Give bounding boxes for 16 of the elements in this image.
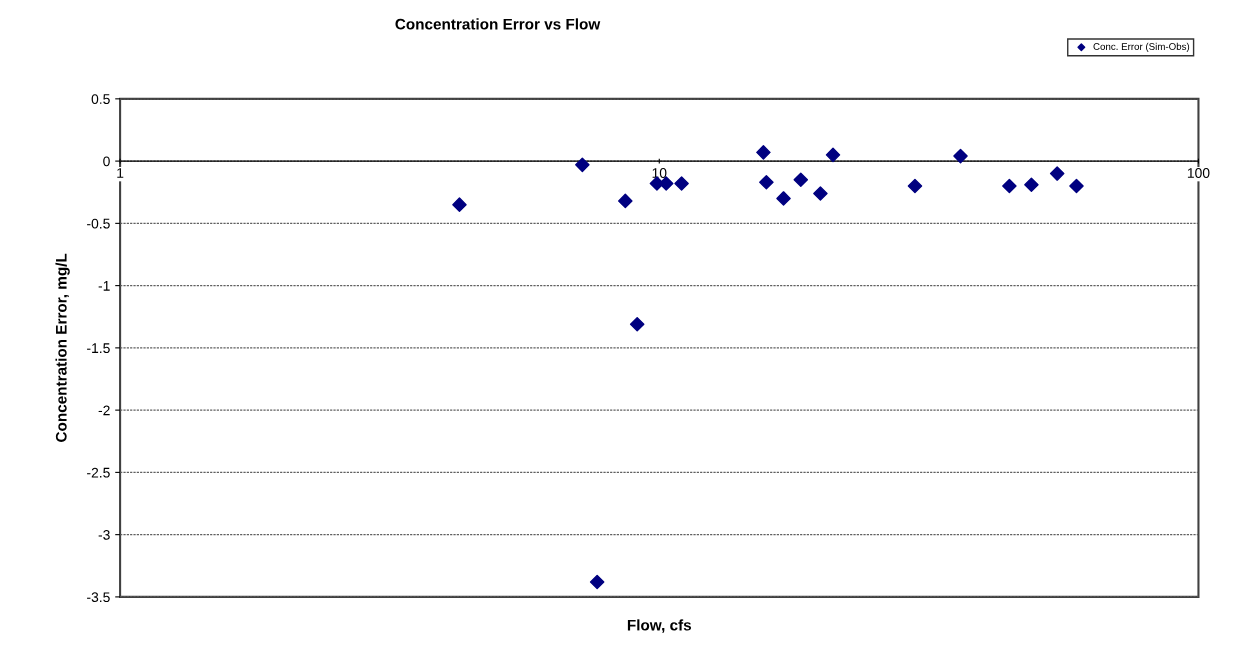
y-tick-label: 0	[103, 156, 110, 167]
x-axis-title: Flow, cfs	[627, 619, 692, 633]
y-tick-label: -1.5	[87, 343, 110, 354]
y-tick-label: -3.5	[87, 592, 110, 603]
y-tick-label: -2	[98, 405, 110, 416]
y-tick-label: -1	[98, 281, 110, 291]
y-tick-label: 0.5	[91, 94, 110, 105]
y-tick-label: -3	[98, 529, 110, 540]
x-tick-label: 1	[117, 168, 124, 178]
y-tick-label: -0.5	[87, 218, 110, 229]
y-tick-label: -2.5	[87, 467, 110, 478]
legend-label: Conc. Error (Sim-Obs)	[1093, 42, 1190, 52]
x-tick-label: 10	[652, 168, 667, 178]
chart-title: Concentration Error vs Flow	[395, 18, 601, 30]
y-axis-title: Concentration Error, mg/L	[55, 253, 70, 442]
x-tick-label: 100	[1187, 168, 1210, 178]
